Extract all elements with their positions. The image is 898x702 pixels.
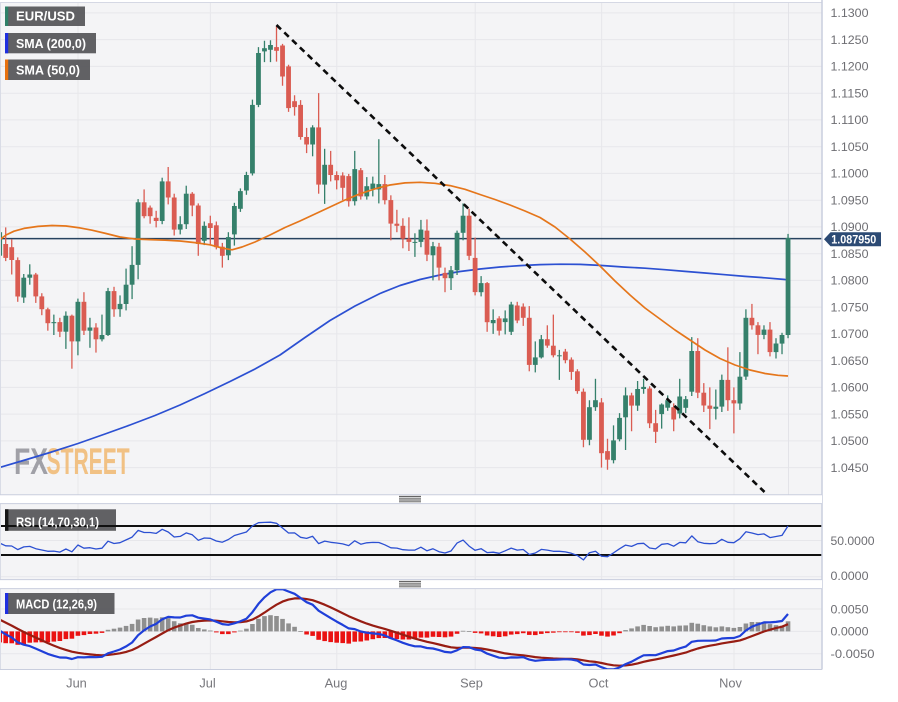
- svg-text:1.0950: 1.0950: [831, 194, 869, 208]
- svg-text:MACD (12,26,9): MACD (12,26,9): [16, 597, 97, 612]
- svg-text:Oct: Oct: [589, 676, 609, 691]
- svg-text:1.087950: 1.087950: [831, 232, 876, 246]
- svg-text:0.0000: 0.0000: [831, 569, 869, 583]
- svg-text:1.0500: 1.0500: [831, 434, 869, 448]
- svg-text:1.0650: 1.0650: [831, 354, 869, 368]
- svg-text:SMA (50,0): SMA (50,0): [16, 63, 80, 78]
- svg-text:0.0050: 0.0050: [831, 602, 869, 616]
- svg-text:1.1000: 1.1000: [831, 167, 869, 181]
- svg-text:1.0550: 1.0550: [831, 407, 869, 421]
- svg-text:SMA (200,0): SMA (200,0): [16, 36, 86, 51]
- svg-text:1.0800: 1.0800: [831, 274, 869, 288]
- svg-text:STREET: STREET: [47, 442, 131, 483]
- svg-text:1.0600: 1.0600: [831, 381, 869, 395]
- svg-text:EUR/USD: EUR/USD: [16, 9, 75, 24]
- svg-text:1.0700: 1.0700: [831, 327, 869, 341]
- svg-text:Jul: Jul: [199, 676, 215, 691]
- svg-text:RSI (14,70,30,1): RSI (14,70,30,1): [16, 515, 99, 530]
- svg-text:0.0000: 0.0000: [831, 625, 869, 639]
- svg-text:Aug: Aug: [325, 676, 348, 691]
- svg-text:1.1100: 1.1100: [831, 113, 869, 127]
- svg-text:1.0750: 1.0750: [831, 300, 869, 314]
- svg-text:50.0000: 50.0000: [831, 534, 875, 548]
- svg-text:1.1150: 1.1150: [831, 87, 869, 101]
- svg-text:1.1200: 1.1200: [831, 60, 869, 74]
- svg-text:Nov: Nov: [719, 676, 742, 691]
- svg-text:-0.0050: -0.0050: [831, 647, 875, 661]
- svg-text:Sep: Sep: [460, 676, 483, 691]
- svg-text:1.0900: 1.0900: [831, 220, 869, 234]
- svg-text:1.1300: 1.1300: [831, 6, 869, 20]
- svg-text:Jun: Jun: [66, 676, 87, 691]
- svg-text:1.0450: 1.0450: [831, 461, 869, 475]
- svg-text:1.1050: 1.1050: [831, 140, 869, 154]
- svg-text:1.1250: 1.1250: [831, 33, 869, 47]
- svg-text:1.0850: 1.0850: [831, 247, 869, 261]
